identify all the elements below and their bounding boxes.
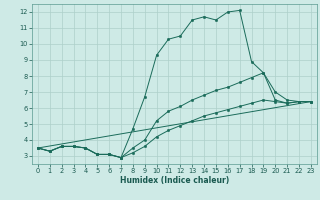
X-axis label: Humidex (Indice chaleur): Humidex (Indice chaleur)	[120, 176, 229, 185]
